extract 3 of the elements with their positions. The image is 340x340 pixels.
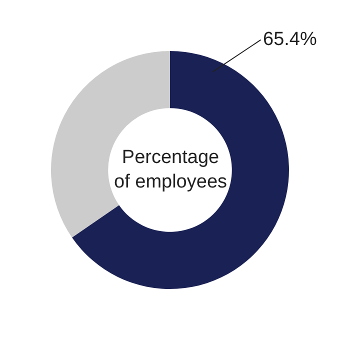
data-label: 65.4% bbox=[263, 29, 317, 50]
donut-slice bbox=[72, 51, 289, 289]
text: Percentage of employees bbox=[114, 147, 228, 193]
